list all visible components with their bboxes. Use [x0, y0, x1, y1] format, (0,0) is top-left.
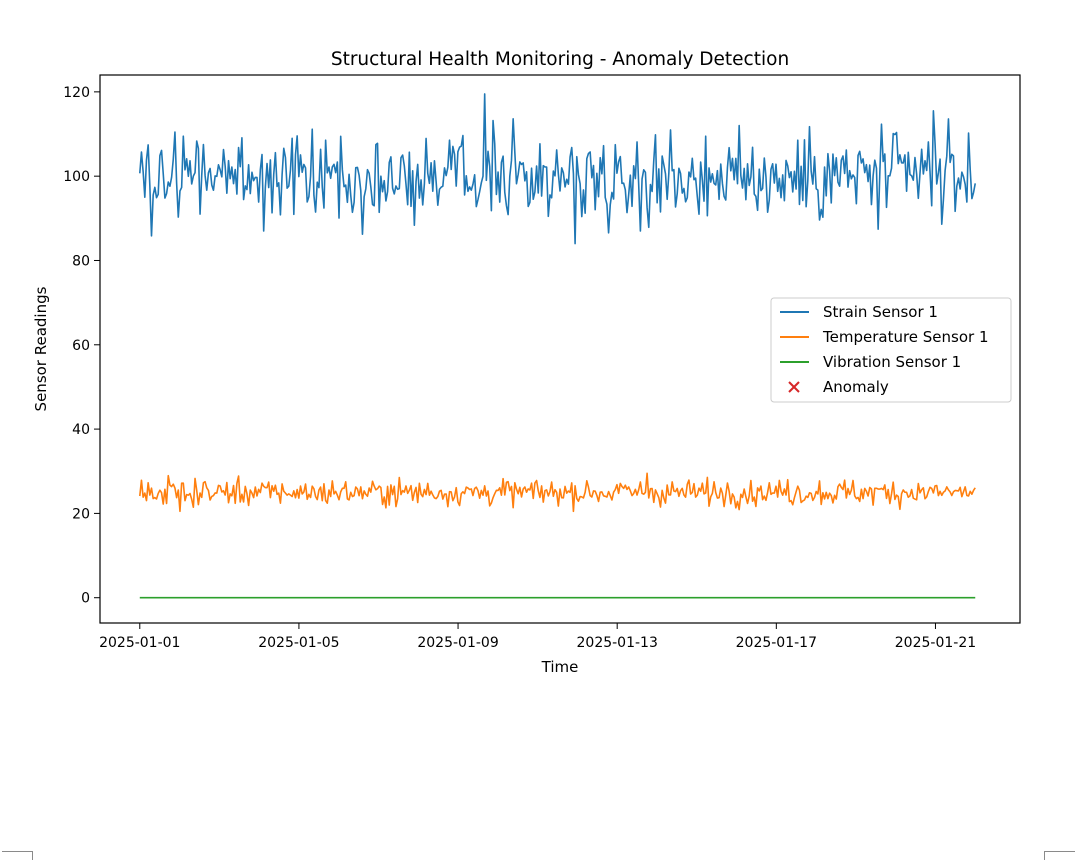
y-tick-label: 20 [72, 506, 90, 522]
chart-title: Structural Health Monitoring - Anomaly D… [331, 49, 789, 70]
legend: Strain Sensor 1 Temperature Sensor 1 Vibra… [770, 297, 1012, 403]
x-tick-label: 2025-01-05 [258, 635, 339, 651]
x-axis: 2025-01-01 2025-01-05 2025-01-09 2025-01-13… [99, 623, 976, 651]
page-corner-right [1044, 851, 1075, 860]
x-tick-label: 2025-01-13 [577, 635, 658, 651]
legend-item: Vibration Sensor 1 [780, 353, 961, 371]
y-axis-label: Sensor Readings [32, 286, 50, 411]
page-corner-left [2, 851, 33, 860]
legend-label: Vibration Sensor 1 [823, 353, 961, 371]
y-tick-label: 120 [63, 85, 90, 101]
plot-frame [99, 74, 1021, 624]
y-tick-label: 0 [81, 591, 90, 607]
x-tick-label: 2025-01-09 [417, 635, 498, 651]
x-tick-label: 2025-01-21 [895, 635, 976, 651]
y-axis: 0 20 40 60 80 100 120 [63, 85, 100, 607]
plot-area [138, 93, 977, 599]
legend-item: Temperature Sensor 1 [780, 328, 989, 346]
x-tick-label: 2025-01-17 [736, 635, 817, 651]
y-tick-label: 100 [63, 169, 90, 185]
series-line-2 [138, 472, 976, 513]
y-tick-label: 60 [72, 338, 90, 354]
legend-label: Anomaly [823, 378, 889, 396]
legend-swatch [788, 381, 800, 393]
x-axis-label: Time [541, 658, 579, 676]
legend-box [770, 297, 1012, 403]
y-tick-label: 40 [72, 422, 90, 438]
legend-item: Anomaly [788, 378, 889, 396]
series-line-1 [138, 93, 977, 245]
x-tick-label: 2025-01-01 [99, 635, 180, 651]
legend-item: Strain Sensor 1 [780, 303, 938, 321]
y-tick-label: 80 [72, 253, 90, 269]
legend-label: Temperature Sensor 1 [822, 328, 989, 346]
legend-label: Strain Sensor 1 [823, 303, 938, 321]
